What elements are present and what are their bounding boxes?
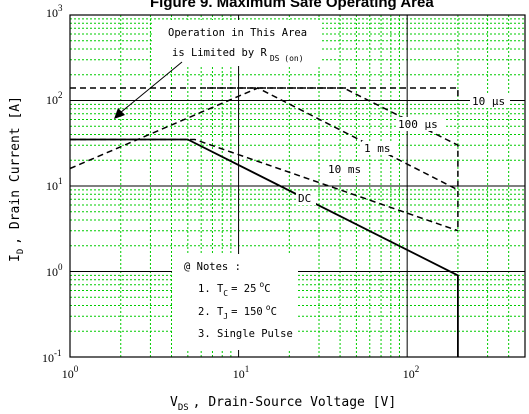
area-annotation-bg [152,20,322,66]
label-bg-1ms [362,141,398,155]
series-line-4 [70,138,459,357]
series-line-1 [207,87,459,190]
x-tick-label-1: 101 [233,364,250,381]
label-bg-10ms [326,162,368,176]
note-3: 3. Single Pulse [198,328,293,340]
area-annotation-line1: Operation in This Area [168,27,307,39]
y-tick-label-3: 102 [46,90,63,107]
y-tick-label-4: 103 [46,3,63,20]
x-tick-label-2: 102 [403,364,420,381]
curve-label-10us: 10 µs [472,95,505,108]
curve-label-dc: DC [298,192,311,205]
y-axis-label: ID, Drain Current [A] [8,96,26,262]
curve-label-1ms: 1 ms [364,142,391,155]
curve-label-10ms: 10 ms [328,163,361,176]
note-1: 1. TC = 25 oC [198,280,271,298]
label-bg-10us [470,94,510,108]
plot-frame [69,14,526,358]
area-annotation: Operation in This Area is Limited by R DS… [114,20,322,119]
series-line-2 [69,87,459,231]
note-2: 2. TJ = 150 oC [198,303,277,321]
y-tick-label-2: 101 [46,176,63,193]
notes-bg [172,254,298,350]
curve-labels: 10 µs 100 µs 1 ms 10 ms DC [296,94,510,205]
curve-label-100us: 100 µs [398,118,438,131]
notes-title: @ Notes : [184,261,241,273]
grid-layer [69,14,526,358]
area-annotation-line2: is Limited by R DS (on) [172,47,304,63]
arrow-head [114,108,125,119]
x-axis-label: VDS, Drain-Source Voltage [V] [170,395,396,413]
area-annotation-arrow [119,61,183,114]
series-layer [69,87,459,357]
series-line-3 [70,138,459,232]
y-tick-label-1: 100 [46,262,63,279]
chart-title: Figure 9. Maximum Safe Operating Area [150,0,434,11]
tick-labels: 100 101 102 10-1 100 101 102 103 [42,3,419,381]
label-bg-dc [296,191,316,205]
x-tick-label-0: 100 [62,364,79,381]
notes-box: @ Notes : 1. TC = 25 oC 2. TJ = 150 oC 3. Si… [172,254,298,350]
y-tick-label-0: 10-1 [42,348,62,365]
series-line-0 [70,87,459,101]
label-bg-100us [396,117,446,131]
